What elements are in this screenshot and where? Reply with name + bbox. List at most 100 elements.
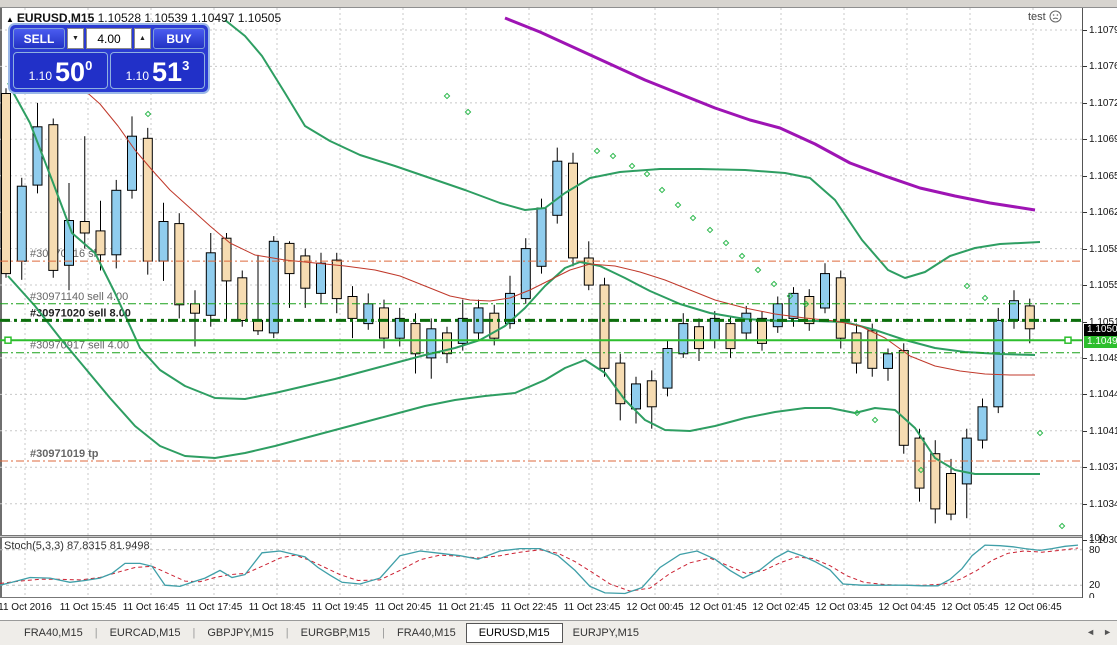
price-tick-label: 1.10620 [1089,207,1117,219]
order-lines[interactable] [0,260,1082,462]
candle [284,242,295,275]
candle [662,348,673,389]
volume-decrease-button[interactable]: ▼ [67,28,84,49]
window-top-strip [0,0,1117,8]
candle [174,223,185,306]
price-tick [1083,139,1087,141]
price-axis[interactable]: 1.10795 1.10760 1.10725 1.10690 1.10655 1.106… [1082,8,1117,603]
price-tick-label: 1.10340 [1089,498,1117,510]
price-tick [1083,430,1087,432]
price-tick [1083,175,1087,177]
buy-button[interactable]: BUY [153,28,205,49]
candle [788,292,799,319]
price-tick [1083,540,1087,542]
current-price-line[interactable] [0,336,1082,344]
candle [835,277,846,339]
candle [142,137,153,262]
tab-scroll-right-icon[interactable]: ► [1103,627,1112,637]
candle [757,317,767,344]
tab-separator: | [192,627,196,639]
candle [442,332,452,355]
subwindow-separator[interactable] [0,535,1082,538]
time-axis-label: 11 Oct 16:45 [122,602,180,613]
tab-scroll-left-icon[interactable]: ◄ [1086,627,1096,637]
price-tick [1083,248,1087,250]
candle [993,319,1004,408]
price-tick [1083,285,1087,286]
stoch-label: Stoch(5,3,3) 87.8315 81.9498 [4,540,150,552]
candle [331,259,342,300]
candle [505,292,515,325]
price-tick [1083,467,1087,469]
candle [1,93,11,275]
subwindow-bottom-border [0,597,1082,598]
candle [316,262,326,294]
stochastic-canvas[interactable]: Stoch(5,3,3) 87.8315 81.9498 [0,538,1082,597]
time-axis-label: 11 Oct 22:45 [500,602,558,613]
time-axis-label: 11 Oct 23:45 [563,602,621,613]
volume-input[interactable]: 4.00 [86,28,132,49]
candle [379,307,389,339]
price-tick [1083,321,1087,323]
candle [631,383,641,410]
chart-tab-eurgbp-m15[interactable]: EURGBP,M15 [300,627,371,639]
stoch-level-label: 0 [1089,592,1095,603]
time-axis-label: 12 Oct 06:45 [1004,602,1062,613]
time-axis-label: 12 Oct 00:45 [626,602,684,613]
price-tick [1083,102,1087,104]
window-left-edge [0,8,2,618]
chart-title: ▲ EURUSD,M15 1.10528 1.10539 1.10497 1.10… [6,11,281,25]
candle [552,160,563,216]
chart-tab-bar: FRA40,M15 | EURCAD,M15 | GBPJPY,M15 | EURGBP,M… [0,620,1117,645]
price-tick-label: 1.10585 [1089,243,1117,255]
price-tick-label: 1.10410 [1089,425,1117,437]
chevron-up-icon: ▲ [139,35,146,42]
time-axis[interactable]: 11 Oct 2016 11 Oct 15:45 11 Oct 16:45 11 Oc… [0,598,1117,619]
buy-price-display[interactable]: 1.10 51 3 [110,52,205,89]
band-lower [7,275,1040,475]
candles [1,88,1035,524]
sell-button[interactable]: SELL [13,28,65,49]
sell-price-display[interactable]: 1.10 50 0 [13,52,108,89]
ma-purple [504,16,1036,212]
chart-tab-eurcad-m15[interactable]: EURCAD,M15 [109,627,181,639]
volume-increase-button[interactable]: ▲ [134,28,151,49]
candle [489,312,500,339]
price-tick-label: 1.10550 [1089,280,1117,291]
chart-tab-fra40-m15[interactable]: FRA40,M15 [397,627,456,639]
price-tick-label: 1.10760 [1089,61,1117,73]
price-tick-label: 1.10795 [1089,25,1117,36]
candle [599,284,610,369]
candle [741,312,752,334]
candle [883,353,893,369]
chart-tab-gbpjpy-m15[interactable]: GBPJPY,M15 [207,627,274,639]
line-price-box: 1.10497 [1084,336,1117,349]
line-handle-left [4,336,12,344]
stoch-signal-line [0,547,1079,592]
candle [615,362,626,405]
price-tick [1083,30,1087,31]
price-tick-label: 1.10445 [1089,389,1117,401]
candle [536,207,547,267]
svg-text:#30971140 sell 4.00: #30971140 sell 4.00 [30,291,128,303]
chart-tab-eurjpy-m15[interactable]: EURJPY,M15 [572,627,640,639]
main-chart-canvas[interactable]: #30970916 sl #30971140 sell 4.00 #30971020… [0,8,1082,535]
candle [851,332,862,364]
time-axis-label: 12 Oct 05:45 [941,602,999,613]
candle [16,185,27,262]
status-area: test [1028,10,1062,23]
sell-price-prefix: 1.10 [28,69,53,83]
chart-tab-eurusd-m15[interactable]: EURUSD,M15 [465,623,563,643]
stoch-level-label: 80 [1089,544,1101,556]
stoch-grid [0,538,1082,597]
band-upper [224,19,1041,279]
time-axis-label: 12 Oct 02:45 [752,602,810,613]
svg-text:#30971019 tp: #30971019 tp [30,448,99,460]
price-tick [1083,212,1087,214]
candle [1024,305,1035,330]
candle [946,473,956,515]
chart-tab-fra40-m15[interactable]: FRA40,M15 [24,627,83,639]
price-tick-label: 1.10480 [1089,352,1117,364]
price-tick [1083,503,1087,505]
